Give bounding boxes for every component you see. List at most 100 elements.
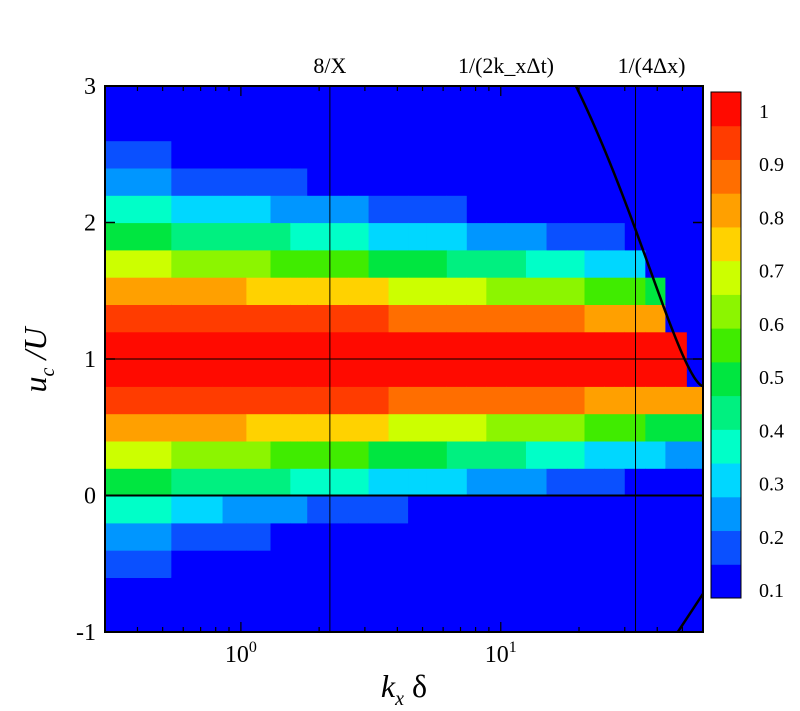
heatmap-cell <box>446 249 468 278</box>
heatmap-cell <box>270 495 291 524</box>
heatmap-cell <box>506 522 527 551</box>
heatmap-cell <box>105 440 172 469</box>
heatmap-cell <box>686 86 703 114</box>
heatmap-cell <box>466 86 487 114</box>
heatmap-cell <box>584 167 605 196</box>
heatmap-cell <box>222 604 247 632</box>
heatmap-cell <box>270 604 291 632</box>
heatmap-cell <box>567 331 586 360</box>
heatmap-cell <box>604 522 626 551</box>
heatmap-cell <box>368 140 390 169</box>
heatmap-cell <box>408 331 428 360</box>
heatmap-cell <box>270 222 291 251</box>
heatmap-cell <box>584 277 605 305</box>
heatmap-cell <box>368 413 390 442</box>
heatmap-cell <box>329 522 350 551</box>
heatmap-cell <box>645 495 666 524</box>
heatmap-cell <box>171 359 224 387</box>
heatmap-cell <box>446 440 468 469</box>
heatmap-cell <box>246 440 272 469</box>
heatmap-cell <box>171 304 224 333</box>
heatmap-cell <box>604 440 626 469</box>
heatmap-cell <box>171 386 224 415</box>
heatmap-cell <box>506 140 527 169</box>
heatmap-cell <box>604 359 626 387</box>
top-reference-labels: 8/X 1/(2k_xΔt) 1/(4Δx) <box>313 53 685 78</box>
heatmap-cell <box>645 440 666 469</box>
heatmap-cell <box>388 522 409 551</box>
heatmap-cell <box>645 413 666 442</box>
heatmap-cell <box>388 222 409 251</box>
heatmap-cell <box>584 249 605 278</box>
heatmap-cell <box>368 468 390 497</box>
heatmap-cell <box>686 522 703 551</box>
heatmap-cell <box>584 550 605 578</box>
heatmap-cell <box>368 550 390 578</box>
heatmap-cell <box>222 277 247 305</box>
heatmap-cell <box>645 522 666 551</box>
heatmap-cell <box>486 577 507 606</box>
heatmap-cell <box>584 468 605 497</box>
heatmap-cell <box>329 604 350 632</box>
heatmap-cell <box>388 386 409 415</box>
heatmap-cell <box>307 550 331 578</box>
heatmap-cell <box>665 550 688 578</box>
heatmap-cell <box>426 331 448 360</box>
heatmap-cell <box>290 222 308 251</box>
heatmap-cell <box>645 222 666 251</box>
heatmap-cell <box>686 304 703 333</box>
heatmap-cell <box>246 304 272 333</box>
heatmap-cell <box>307 495 331 524</box>
heatmap-cell <box>446 304 468 333</box>
heatmap-cell <box>348 113 370 142</box>
heatmap-cell <box>388 304 409 333</box>
heatmap-cell <box>246 359 272 387</box>
heatmap-cell <box>222 495 247 524</box>
heatmap-cell <box>307 167 331 196</box>
heatmap-cell <box>270 468 291 497</box>
heatmap-cell <box>246 277 272 305</box>
heatmap-cell <box>567 195 586 224</box>
heatmap-cell <box>546 140 568 169</box>
heatmap-cell <box>584 331 605 360</box>
y-tick-label: 2 <box>84 211 96 237</box>
heatmap-cell <box>222 86 247 114</box>
heatmap-cell <box>171 413 224 442</box>
colorbar-label: 0.4 <box>759 420 784 442</box>
heatmap-cell <box>388 113 409 142</box>
heatmap-cell <box>686 468 703 497</box>
label-resolution-dx: 1/(4Δx) <box>618 53 686 78</box>
heatmap-cell <box>222 550 247 578</box>
heatmap-cell <box>446 468 468 497</box>
heatmap-cell <box>246 604 272 632</box>
heatmap-cell <box>506 249 527 278</box>
heatmap-cell <box>645 277 666 305</box>
heatmap-cell <box>307 331 331 360</box>
heatmap-cell <box>388 577 409 606</box>
heatmap-cell <box>270 386 291 415</box>
heatmap-cell <box>446 331 468 360</box>
heatmap-cell <box>466 550 487 578</box>
heatmap-cell <box>408 167 428 196</box>
heatmap-cell <box>408 140 428 169</box>
heatmap-cell <box>290 304 308 333</box>
heatmap-cell <box>686 140 703 169</box>
heatmap-cell <box>567 440 586 469</box>
heatmap-cell <box>446 386 468 415</box>
heatmap-cell <box>408 604 428 632</box>
heatmap-cell <box>307 440 331 469</box>
colorbar-swatch <box>711 260 741 295</box>
heatmap-cell <box>686 604 703 632</box>
heatmap-cell <box>105 277 172 305</box>
heatmap-cell <box>105 577 172 606</box>
heatmap-cell <box>486 413 507 442</box>
heatmap-cell <box>426 86 448 114</box>
heatmap-cell <box>506 413 527 442</box>
colorbar-swatch <box>711 564 741 599</box>
heatmap-cell <box>604 304 626 333</box>
heatmap-cell <box>329 413 350 442</box>
heatmap-cell <box>506 195 527 224</box>
heatmap-cell <box>486 86 507 114</box>
heatmap-cell <box>486 304 507 333</box>
heatmap-cell <box>408 495 428 524</box>
